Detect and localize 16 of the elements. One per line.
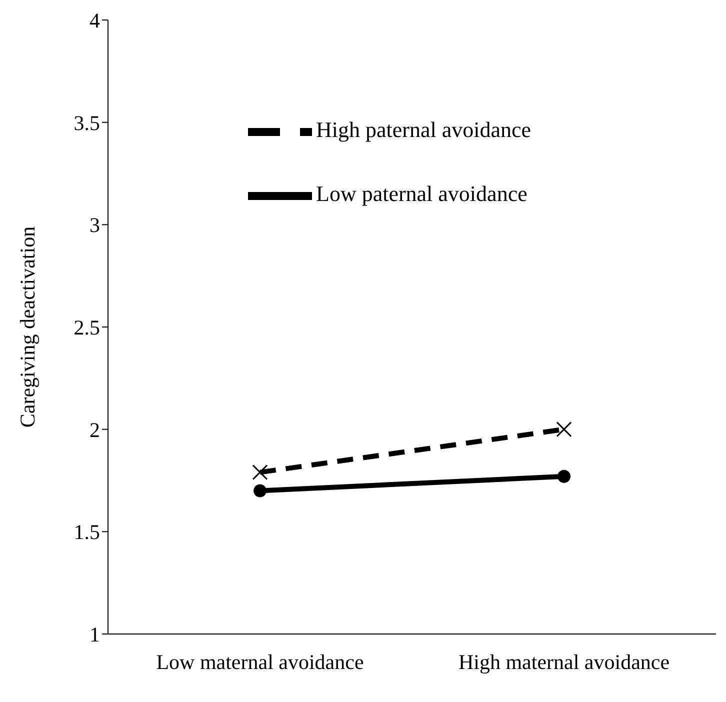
y-tick-label: 2 xyxy=(90,418,100,442)
y-tick-label: 3 xyxy=(90,213,100,238)
legend-label: High paternal avoidance xyxy=(316,117,532,142)
y-tick-label: 1 xyxy=(90,622,100,646)
x-tick-label: High maternal avoidance xyxy=(458,650,670,674)
point xyxy=(252,464,268,480)
y-tick-label: 2.5 xyxy=(74,315,100,340)
y-tick-label: 1.5 xyxy=(74,520,100,544)
y-tick-label: 3.5 xyxy=(74,110,100,135)
point xyxy=(556,422,572,438)
y-axis-title: Caregiving deactivation xyxy=(15,226,40,428)
point xyxy=(558,470,570,483)
legend-label: Low paternal avoidance xyxy=(316,181,528,206)
x-tick-label: Low maternal avoidance xyxy=(156,650,364,674)
y-tick-label: 4 xyxy=(90,8,100,32)
point xyxy=(254,484,266,498)
